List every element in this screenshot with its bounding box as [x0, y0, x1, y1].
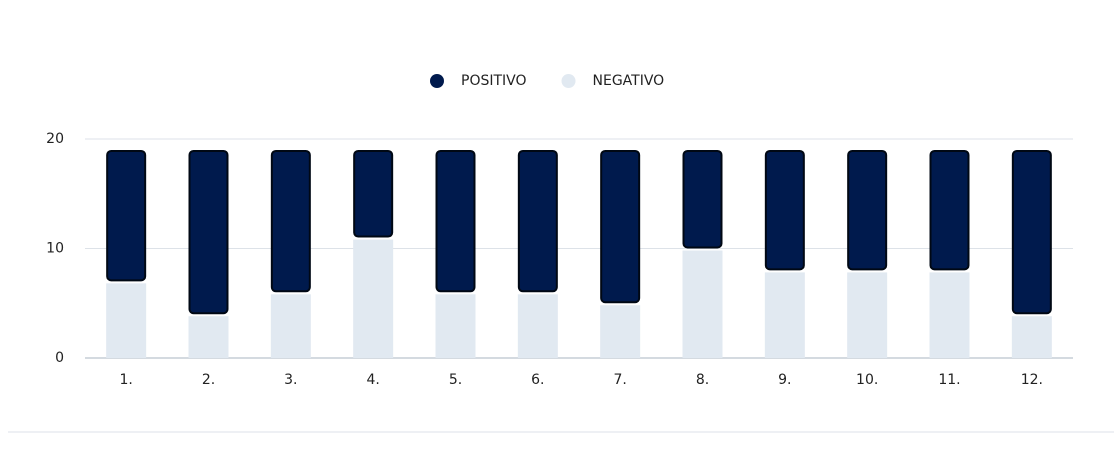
- bar-segment: [929, 272, 970, 358]
- bar-segment: [517, 149, 558, 293]
- legend-label: POSITIVO: [461, 73, 527, 89]
- bar-segment: [188, 316, 229, 358]
- bar-segment: [764, 149, 805, 271]
- x-tick-label: 1.: [119, 372, 132, 388]
- x-tick-label: 10.: [856, 372, 878, 388]
- x-tick-label: 3.: [284, 372, 297, 388]
- bar-segment: [270, 294, 311, 358]
- bar-segment: [682, 149, 723, 249]
- bar-segment: [106, 149, 147, 282]
- bar-segment: [847, 272, 888, 358]
- bar-segment: [106, 283, 147, 358]
- y-tick-label: 20: [46, 131, 64, 147]
- y-tick-label: 10: [46, 241, 64, 257]
- bar-segment: [435, 149, 476, 293]
- bar-segment: [929, 149, 970, 271]
- bar-segment: [600, 149, 641, 304]
- bar-segment: [270, 149, 311, 293]
- bar-segment: [600, 305, 641, 358]
- y-tick-label: 0: [55, 350, 64, 366]
- legend-marker: [561, 74, 576, 88]
- bar-segment: [682, 250, 723, 358]
- bar-segment: [435, 294, 476, 358]
- legend-label: NEGATIVO: [593, 73, 665, 89]
- x-tick-label: 5.: [449, 372, 462, 388]
- x-tick-label: 6.: [531, 372, 544, 388]
- x-tick-label: 2.: [202, 372, 215, 388]
- bar-segment: [188, 149, 229, 315]
- bar-segment: [353, 149, 394, 238]
- bar-segment: [1011, 149, 1052, 315]
- x-tick-label: 9.: [778, 372, 791, 388]
- bar-segment: [847, 149, 888, 271]
- x-tick-label: 12.: [1021, 372, 1043, 388]
- x-tick-label: 4.: [366, 372, 379, 388]
- bar-segment: [1011, 316, 1052, 358]
- bar-segment: [353, 239, 394, 358]
- x-tick-label: 7.: [613, 372, 626, 388]
- legend-marker: [430, 74, 444, 88]
- bar-segment: [764, 272, 805, 358]
- x-tick-label: 11.: [938, 372, 960, 388]
- x-tick-label: 8.: [696, 372, 709, 388]
- bar-segment: [517, 294, 558, 358]
